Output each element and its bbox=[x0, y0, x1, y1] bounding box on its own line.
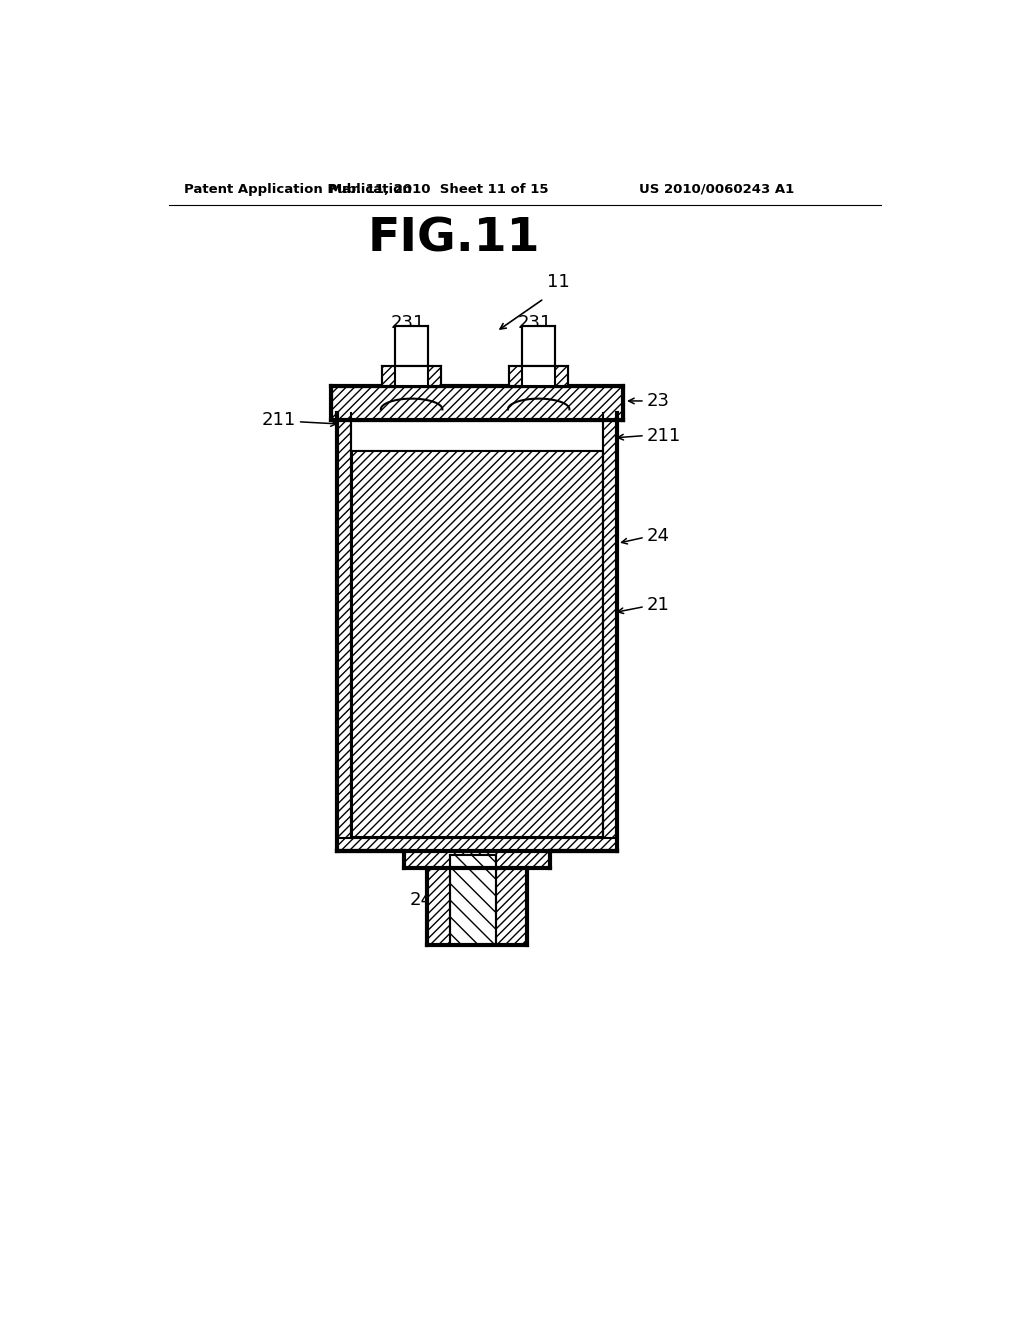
Bar bbox=[351, 451, 602, 837]
Text: US 2010/0060243 A1: US 2010/0060243 A1 bbox=[639, 182, 794, 195]
Bar bbox=[427, 869, 527, 945]
Bar bbox=[395, 326, 428, 367]
Bar bbox=[522, 367, 555, 385]
Text: 211: 211 bbox=[646, 426, 681, 445]
Bar bbox=[603, 413, 617, 851]
Bar bbox=[331, 385, 624, 420]
Text: 21: 21 bbox=[646, 597, 670, 614]
Bar bbox=[337, 838, 617, 851]
Text: Patent Application Publication: Patent Application Publication bbox=[184, 182, 413, 195]
Bar bbox=[351, 451, 603, 838]
Bar bbox=[382, 367, 441, 385]
Bar bbox=[337, 413, 351, 851]
Text: 231: 231 bbox=[390, 314, 425, 331]
Text: FIG.11: FIG.11 bbox=[368, 216, 541, 261]
Text: 242: 242 bbox=[464, 891, 498, 909]
Bar bbox=[403, 851, 550, 869]
Text: Mar. 11, 2010  Sheet 11 of 15: Mar. 11, 2010 Sheet 11 of 15 bbox=[329, 182, 548, 195]
Text: 231: 231 bbox=[517, 314, 552, 331]
Bar bbox=[509, 367, 568, 385]
Text: 24: 24 bbox=[646, 527, 670, 545]
Text: 11: 11 bbox=[547, 273, 569, 290]
Text: 243: 243 bbox=[553, 774, 587, 791]
Bar bbox=[351, 451, 602, 837]
Text: 241: 241 bbox=[410, 891, 444, 909]
Bar bbox=[522, 326, 555, 367]
Bar bbox=[395, 367, 428, 385]
Text: 211: 211 bbox=[262, 412, 296, 429]
Text: 23: 23 bbox=[646, 392, 670, 411]
Bar bbox=[451, 855, 497, 945]
